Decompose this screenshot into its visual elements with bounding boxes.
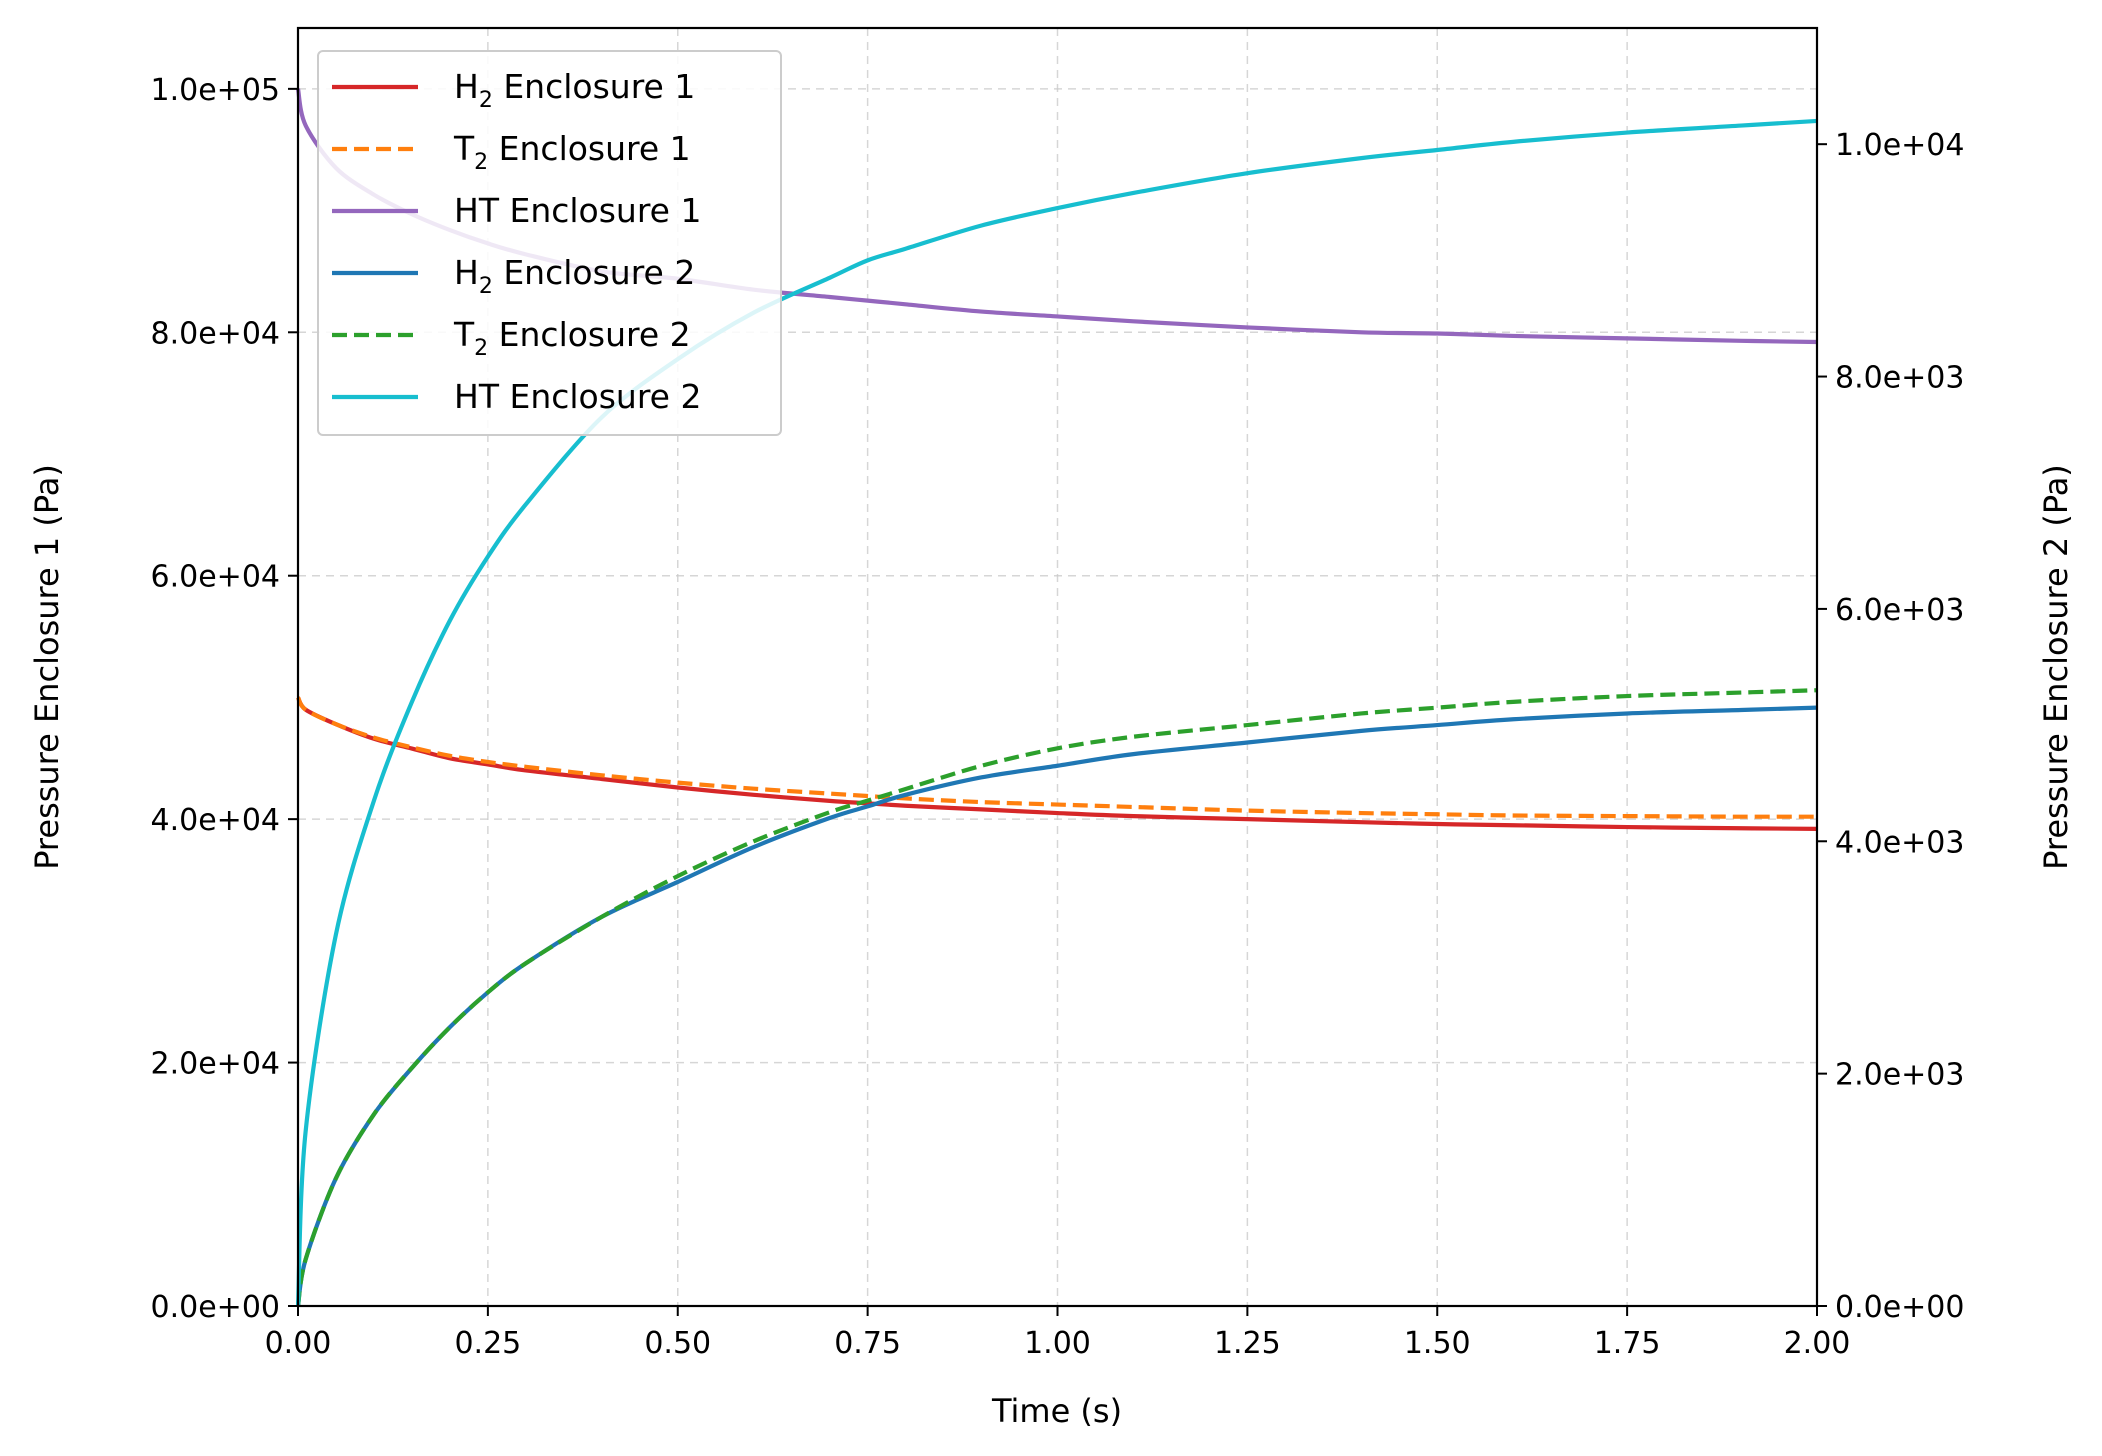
- legend-label-main: HT Enclosure 2: [454, 377, 701, 416]
- legend-label-rest: Enclosure 1: [493, 67, 696, 106]
- series-line-1: [296, 696, 1817, 819]
- legend-label-rest: Enclosure 1: [488, 129, 691, 168]
- legend-box: [317, 50, 782, 436]
- legend-label: T2 Enclosure 2: [453, 315, 691, 361]
- legend-label-subscript: 2: [474, 150, 488, 175]
- y-left-tick-label: 2.0e+04: [151, 1047, 280, 1082]
- legend-label-main: H: [454, 253, 479, 292]
- x-axis-label: Time (s): [991, 1392, 1122, 1430]
- legend-label-subscript: 2: [479, 88, 493, 113]
- legend-label: H2 Enclosure 2: [454, 253, 695, 299]
- x-tick-label: 1.00: [1024, 1326, 1091, 1361]
- legend-label-rest: Enclosure 2: [493, 253, 696, 292]
- legend-label-main: T: [453, 129, 475, 168]
- x-tick-label: 0.00: [265, 1326, 332, 1361]
- legend-label-main: H: [454, 67, 479, 106]
- legend-label-main: T: [453, 315, 475, 354]
- y-left-tick-label: 8.0e+04: [151, 316, 280, 351]
- legend-label-main: HT Enclosure 1: [454, 191, 701, 230]
- legend-label: HT Enclosure 1: [454, 191, 701, 230]
- y-right-tick-label: 8.0e+03: [1835, 361, 1964, 396]
- y-left-tick-label: 1.0e+05: [151, 73, 280, 108]
- legend-label-rest: Enclosure 2: [488, 315, 691, 354]
- legend-label: H2 Enclosure 1: [454, 67, 695, 113]
- legend-label-subscript: 2: [474, 336, 488, 361]
- legend-label-subscript: 2: [479, 274, 493, 299]
- y-left-tick-label: 4.0e+04: [151, 803, 280, 838]
- y-left-tick-label: 6.0e+04: [151, 560, 280, 595]
- series-line-4: [295, 688, 1818, 1307]
- x-tick-label: 2.00: [1784, 1326, 1851, 1361]
- x-tick-label: 0.50: [644, 1326, 711, 1361]
- y-right-tick-label: 1.0e+04: [1835, 128, 1964, 163]
- y-left-tick-label: 0.0e+00: [151, 1290, 280, 1325]
- x-tick-label: 0.75: [834, 1326, 901, 1361]
- legend-label: T2 Enclosure 1: [453, 129, 691, 175]
- y-right-tick-label: 0.0e+00: [1835, 1290, 1964, 1325]
- y-right-tick-label: 6.0e+03: [1835, 593, 1964, 628]
- series-line-5: [295, 118, 1818, 1307]
- x-tick-label: 0.25: [454, 1326, 521, 1361]
- axis-ticks: 0.00 0.25 0.50 0.75 1.00 1.25 1.50 1.75 2.000.0e…: [151, 73, 1965, 1361]
- y-right-tick-label: 2.0e+03: [1835, 1058, 1964, 1093]
- x-tick-label: 1.75: [1594, 1326, 1661, 1361]
- x-tick-label: 1.25: [1214, 1326, 1281, 1361]
- y-axis-right-label: Pressure Enclosure 2 (Pa): [2037, 464, 2075, 870]
- y-axis-left-label: Pressure Enclosure 1 (Pa): [28, 464, 66, 870]
- legend: H2 Enclosure 1T2 Enclosure 1HT Enclosure…: [317, 50, 782, 436]
- y-right-tick-label: 4.0e+03: [1835, 825, 1964, 860]
- legend-label: HT Enclosure 2: [454, 377, 701, 416]
- x-tick-label: 1.50: [1404, 1326, 1471, 1361]
